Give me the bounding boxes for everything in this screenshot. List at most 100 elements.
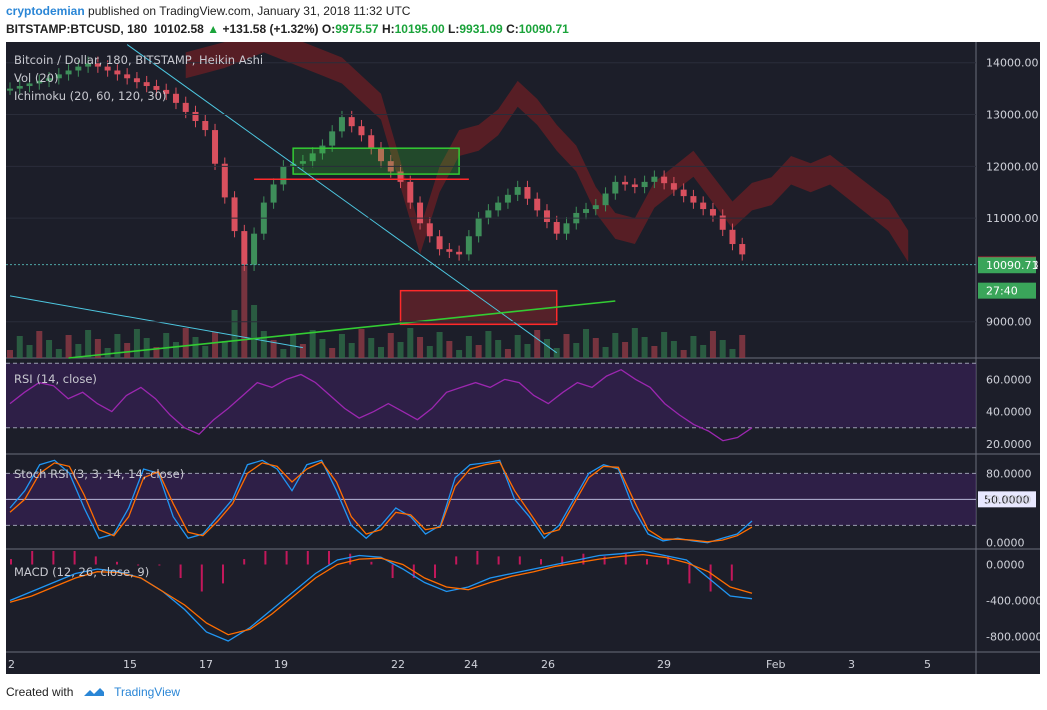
volume-bar (690, 336, 697, 358)
macd-histogram-bar (561, 556, 564, 565)
time-tick-label: 29 (657, 658, 671, 671)
macd-histogram-bar (391, 564, 394, 578)
candle (202, 121, 209, 131)
price-change: +131.58 (+1.32%) (222, 22, 319, 36)
volume-bar (192, 337, 199, 358)
volume-bar (465, 336, 472, 358)
volume-bar (7, 350, 13, 358)
candle (182, 102, 189, 112)
created-with-text: Created with (6, 685, 74, 699)
volume-bar (446, 341, 453, 358)
candle (270, 184, 277, 203)
candle (426, 223, 433, 237)
oscillator-tick-label: 0.0000 (986, 559, 1025, 572)
volume-bar (172, 342, 179, 358)
volume-bar (329, 348, 336, 358)
macd-histogram-bar (94, 556, 97, 565)
macd-histogram-bar (624, 553, 627, 565)
price-label-box (978, 282, 1036, 299)
candle (612, 181, 619, 194)
chart-area[interactable]: 14000.00 13000.00 12000.00 11000.00 9000.00 1… (6, 42, 1040, 674)
tradingview-brand-link[interactable]: TradingView (114, 685, 181, 699)
rsi-pane: 60.0000 40.0000 20.0000 (6, 362, 1032, 451)
ichimoku-indicator-label[interactable]: Ichimoku (20, 60, 120, 30) (14, 89, 166, 103)
volume-bar (221, 341, 228, 358)
candle (407, 181, 414, 203)
candle (592, 205, 599, 210)
candle (133, 78, 140, 83)
volume-bar (397, 342, 404, 358)
price-tick-label: 12000.00 (986, 160, 1039, 173)
volume-bar (202, 346, 209, 358)
candle (280, 166, 287, 185)
candle (309, 153, 316, 162)
series-line-d (9, 461, 753, 543)
candle (94, 62, 101, 67)
volume-bar (309, 330, 316, 358)
volume-bar (290, 335, 297, 358)
volume-bar (504, 349, 511, 358)
volume-bar (651, 346, 658, 358)
candle (680, 189, 687, 197)
macd-histogram-bar (243, 559, 246, 565)
macd-histogram-bar (137, 564, 140, 566)
candle (397, 171, 404, 182)
candle (475, 218, 482, 237)
macd-histogram-bar (476, 551, 479, 565)
volume-bar (280, 349, 287, 358)
candle (7, 88, 13, 91)
time-tick-label: 2 (8, 658, 15, 671)
time-tick-label: 26 (541, 658, 555, 671)
series-line-k (9, 459, 753, 544)
volume-bar (270, 340, 277, 358)
volume-bar (124, 343, 131, 358)
stoch-rsi-label[interactable]: Stoch RSI (3, 3, 14, 14, close) (14, 467, 184, 481)
volume-bar (163, 333, 170, 358)
volume-bar (709, 331, 716, 358)
macd-pane: 0.0000 -400.0000 -800.0000 (9, 550, 1040, 644)
price-tick-label: 13000.00 (986, 109, 1039, 122)
volume-bar (719, 340, 726, 358)
candle (543, 210, 550, 223)
volume-bar (475, 345, 482, 358)
volume-indicator-label[interactable]: Vol (20) (14, 71, 58, 85)
rsi-label[interactable]: RSI (14, close) (14, 372, 97, 386)
oscillator-tick-label: -800.0000 (986, 631, 1040, 644)
candle (104, 66, 111, 71)
macd-histogram-bar (10, 559, 12, 565)
oscillator-tick-label: 20.0000 (986, 438, 1032, 451)
macd-histogram-bar (667, 556, 670, 565)
volume-bar (153, 347, 160, 358)
price-label: 10090.71 (986, 259, 1039, 272)
candle (65, 70, 72, 75)
candle (231, 197, 238, 232)
macd-histogram-bar (497, 556, 500, 565)
volume-bar (602, 347, 609, 358)
macd-histogram-bar (306, 551, 309, 565)
candle (212, 130, 219, 164)
volume-bar (407, 328, 414, 358)
volume-bar (514, 335, 521, 358)
volume-bar (65, 335, 72, 358)
last-price: 10102.58 (153, 22, 204, 36)
candle (163, 89, 170, 94)
low-value: 9931.09 (459, 22, 503, 36)
chart-svg[interactable]: 14000.00 13000.00 12000.00 11000.00 9000.00 1… (6, 42, 1040, 674)
published-text: published on TradingView.com, January 31… (88, 4, 411, 18)
oscillator-tick-label: 80.0000 (986, 467, 1032, 480)
candle (534, 198, 541, 211)
volume-bar (563, 334, 570, 358)
macd-label[interactable]: MACD (12, 26, close, 9) (14, 565, 149, 579)
volume-bar (553, 348, 560, 358)
volume-bar (212, 332, 219, 358)
author-name[interactable]: cryptodemian (6, 4, 85, 18)
volume-bar (348, 343, 355, 358)
price-label: 27:40 (986, 285, 1018, 298)
symbol-label: BITSTAMP:BTCUSD, 180 (6, 22, 148, 36)
volume-bar (534, 330, 541, 358)
green-support (68, 300, 616, 359)
volume-bar (133, 329, 140, 358)
volume-bar (661, 332, 668, 358)
candle (358, 126, 365, 136)
